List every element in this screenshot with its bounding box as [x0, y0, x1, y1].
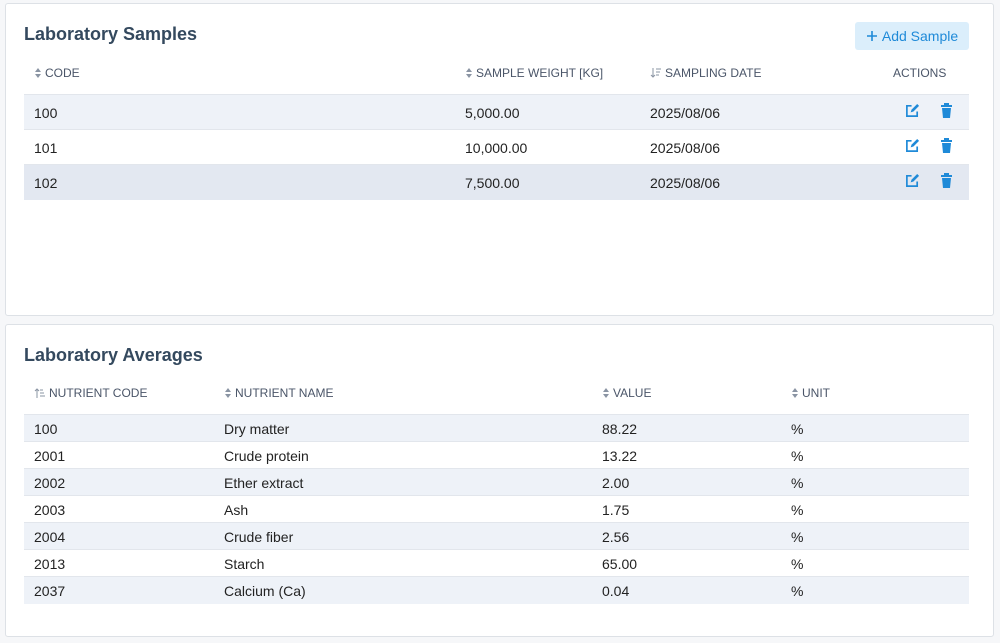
- table-row: 2013 Starch 65.00%: [24, 549, 969, 577]
- table-cell: Dry matter: [224, 420, 290, 437]
- column-header: ACTIONS: [893, 66, 946, 80]
- table-cell: 2003: [34, 501, 66, 518]
- table-cell: Crude protein: [224, 447, 309, 464]
- sort-icon: [792, 388, 798, 398]
- header-label: VALUE: [613, 386, 652, 400]
- table-cell: Calcium (Ca): [224, 582, 306, 599]
- table-cell: 2025/08/06: [650, 174, 721, 191]
- edit-button[interactable]: [905, 103, 920, 123]
- column-header[interactable]: SAMPLE WEIGHT [KG]: [465, 66, 603, 80]
- table-cell: 100: [34, 420, 58, 437]
- header-label: NUTRIENT NAME: [235, 386, 334, 400]
- sort-icon: [603, 388, 609, 398]
- header-label: UNIT: [802, 386, 830, 400]
- table-cell: Crude fiber: [224, 528, 294, 545]
- table-cell: %: [791, 447, 804, 464]
- delete-icon: [941, 137, 952, 153]
- averages-card: Laboratory Averages NUTRIENT CODE NUTRIEN…: [5, 324, 994, 637]
- edit-button[interactable]: [905, 138, 920, 158]
- column-header[interactable]: NUTRIENT CODE: [34, 386, 147, 400]
- delete-button[interactable]: [940, 137, 953, 158]
- table-cell: 65.00: [602, 555, 638, 572]
- edit-button[interactable]: [905, 173, 920, 193]
- table-cell: 2001: [34, 447, 66, 464]
- header-label: SAMPLE WEIGHT [KG]: [476, 66, 604, 80]
- table-cell: 2013: [34, 555, 66, 572]
- table-row: 2001 Crude protein 13.22%: [24, 441, 969, 469]
- button-label: Add Sample: [881, 28, 959, 44]
- edit-icon: [906, 138, 920, 152]
- header-label: ACTIONS: [893, 66, 947, 80]
- delete-button[interactable]: [940, 102, 953, 123]
- sort-icon: [466, 68, 472, 78]
- table-row: 102 7,500.00 2025/08/06: [24, 164, 969, 200]
- card-title: Laboratory Samples: [24, 24, 198, 44]
- table-cell: 5,000.00: [465, 104, 520, 121]
- table-cell: 102: [34, 174, 58, 191]
- table-cell: 88.22: [602, 420, 638, 437]
- add-sample-button[interactable]: Add Sample: [855, 22, 969, 50]
- card-title: Laboratory Averages: [24, 345, 203, 365]
- samples-card: Laboratory Samples Add Sample CODE SAMPLE…: [5, 3, 994, 316]
- delete-icon: [941, 102, 952, 118]
- table-cell: %: [791, 501, 804, 518]
- table-cell: 0.04: [602, 582, 630, 599]
- plus-icon: [866, 31, 877, 41]
- table-cell: %: [791, 582, 804, 599]
- table-row: 100 5,000.00 2025/08/06: [24, 94, 969, 130]
- edit-icon: [906, 173, 920, 187]
- column-header[interactable]: UNIT: [791, 386, 830, 400]
- header-label: CODE: [45, 66, 80, 80]
- sort-icon: [650, 68, 661, 78]
- table-cell: 2025/08/06: [650, 104, 721, 121]
- table-cell: 2025/08/06: [650, 139, 721, 156]
- table-cell: 2.00: [602, 474, 630, 491]
- table-cell: %: [791, 474, 804, 491]
- sort-icon: [34, 388, 45, 398]
- table-cell: Ether extract: [224, 474, 304, 491]
- delete-icon: [941, 172, 952, 188]
- sort-icon: [225, 388, 231, 398]
- column-header[interactable]: NUTRIENT NAME: [224, 386, 333, 400]
- sort-icon: [35, 68, 41, 78]
- table-cell: 2.56: [602, 528, 630, 545]
- table-cell: %: [791, 528, 804, 545]
- table-cell: 13.22: [602, 447, 638, 464]
- column-header[interactable]: SAMPLING DATE: [650, 66, 761, 80]
- table-cell: 2002: [34, 474, 66, 491]
- table-cell: 101: [34, 139, 58, 156]
- table-row: 100 Dry matter 88.22%: [24, 414, 969, 442]
- table-cell: 100: [34, 104, 58, 121]
- table-cell: Starch: [224, 555, 265, 572]
- column-header[interactable]: CODE: [34, 66, 80, 80]
- table-row: 2003 Ash 1.75%: [24, 495, 969, 523]
- header-label: SAMPLING DATE: [665, 66, 762, 80]
- table-row: 2002 Ether extract 2.00%: [24, 468, 969, 496]
- table-cell: %: [791, 555, 804, 572]
- column-header[interactable]: VALUE: [602, 386, 651, 400]
- table-cell: 2037: [34, 582, 66, 599]
- table-row: 101 10,000.00 2025/08/06: [24, 129, 969, 165]
- header-label: NUTRIENT CODE: [49, 386, 148, 400]
- table-cell: Ash: [224, 501, 249, 518]
- table-cell: 1.75: [602, 501, 630, 518]
- table-row: 2037 Calcium (Ca) 0.04%: [24, 576, 969, 604]
- edit-icon: [906, 103, 920, 117]
- table-row: 2004 Crude fiber 2.56%: [24, 522, 969, 550]
- table-cell: 10,000.00: [465, 139, 528, 156]
- delete-button[interactable]: [940, 172, 953, 193]
- table-cell: 7,500.00: [465, 174, 520, 191]
- table-cell: 2004: [34, 528, 66, 545]
- table-cell: %: [791, 420, 804, 437]
